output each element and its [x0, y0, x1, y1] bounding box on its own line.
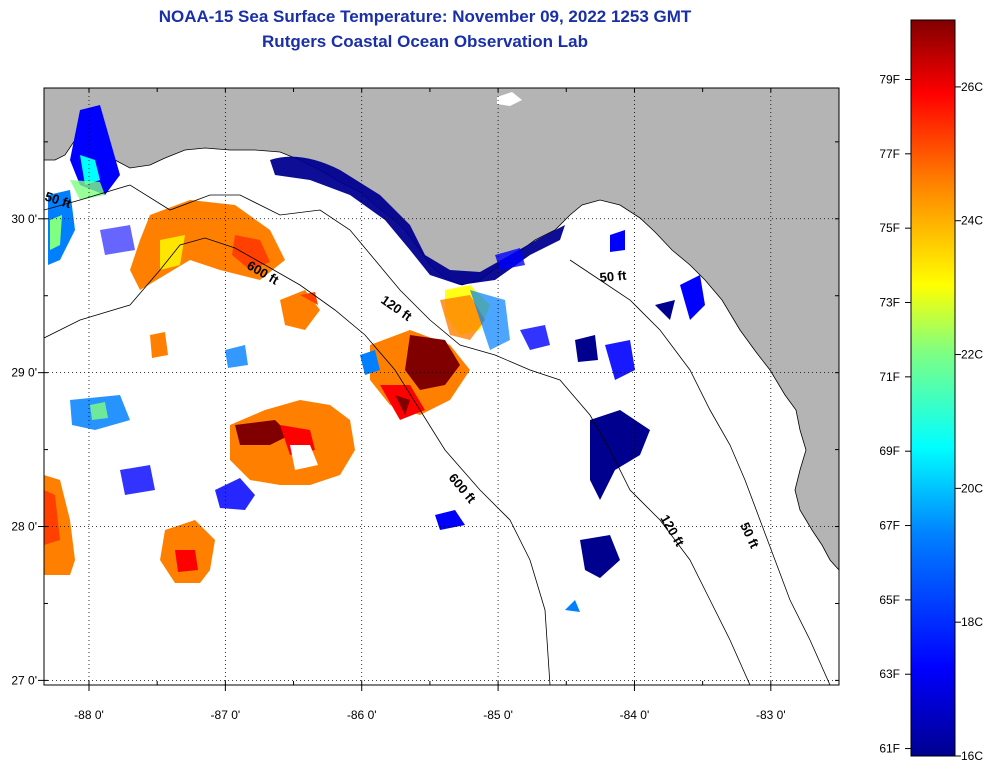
colorbar-fahrenheit-label: 63F — [879, 667, 900, 681]
colorbar-celsius-label: 26C — [961, 80, 983, 94]
colorbar — [910, 19, 956, 757]
map-subtitle: Rutgers Coastal Ocean Observation Lab — [262, 32, 588, 51]
colorbar-fahrenheit-label: 71F — [879, 370, 900, 384]
contour-label-50ft-east: 50 ft — [599, 268, 628, 285]
colorbar-celsius-label: 20C — [961, 481, 983, 495]
colorbar-celsius-label: 22C — [961, 348, 983, 362]
colorbar-fahrenheit-label: 73F — [879, 296, 900, 310]
colorbar-fahrenheit-label: 67F — [879, 519, 900, 533]
lat-tick-label: 27 0' — [11, 673, 37, 687]
lon-tick-label: -85 0' — [483, 708, 513, 722]
lon-tick-label: -86 0' — [347, 708, 377, 722]
lat-tick-label: 29 0' — [11, 366, 37, 380]
lon-tick-label: -83 0' — [756, 708, 786, 722]
colorbar-celsius-label: 16C — [961, 749, 983, 763]
colorbar-fahrenheit-label: 75F — [879, 221, 900, 235]
lon-tick-label: -87 0' — [211, 708, 241, 722]
colorbar-fahrenheit-label: 77F — [879, 147, 900, 161]
colorbar-fahrenheit-label: 61F — [879, 742, 900, 756]
lon-tick-label: -84 0' — [620, 708, 650, 722]
lat-tick-label: 30 0' — [11, 212, 37, 226]
colorbar-fahrenheit-label: 69F — [879, 444, 900, 458]
map-title: NOAA-15 Sea Surface Temperature: Novembe… — [158, 7, 692, 26]
colorbar-celsius-label: 18C — [961, 615, 983, 629]
colorbar-fahrenheit-label: 65F — [879, 593, 900, 607]
colorbar-fahrenheit-label: 79F — [879, 72, 900, 86]
lat-tick-label: 28 0' — [11, 520, 37, 534]
colorbar-celsius-label: 24C — [961, 214, 983, 228]
map-border — [43, 87, 840, 686]
lon-tick-label: -88 0' — [74, 708, 104, 722]
colorbar-labels: 79F 77F 75F 73F 71F 69F 67F 65F 63F 61F 26C 24C 22C 2… — [879, 72, 983, 763]
